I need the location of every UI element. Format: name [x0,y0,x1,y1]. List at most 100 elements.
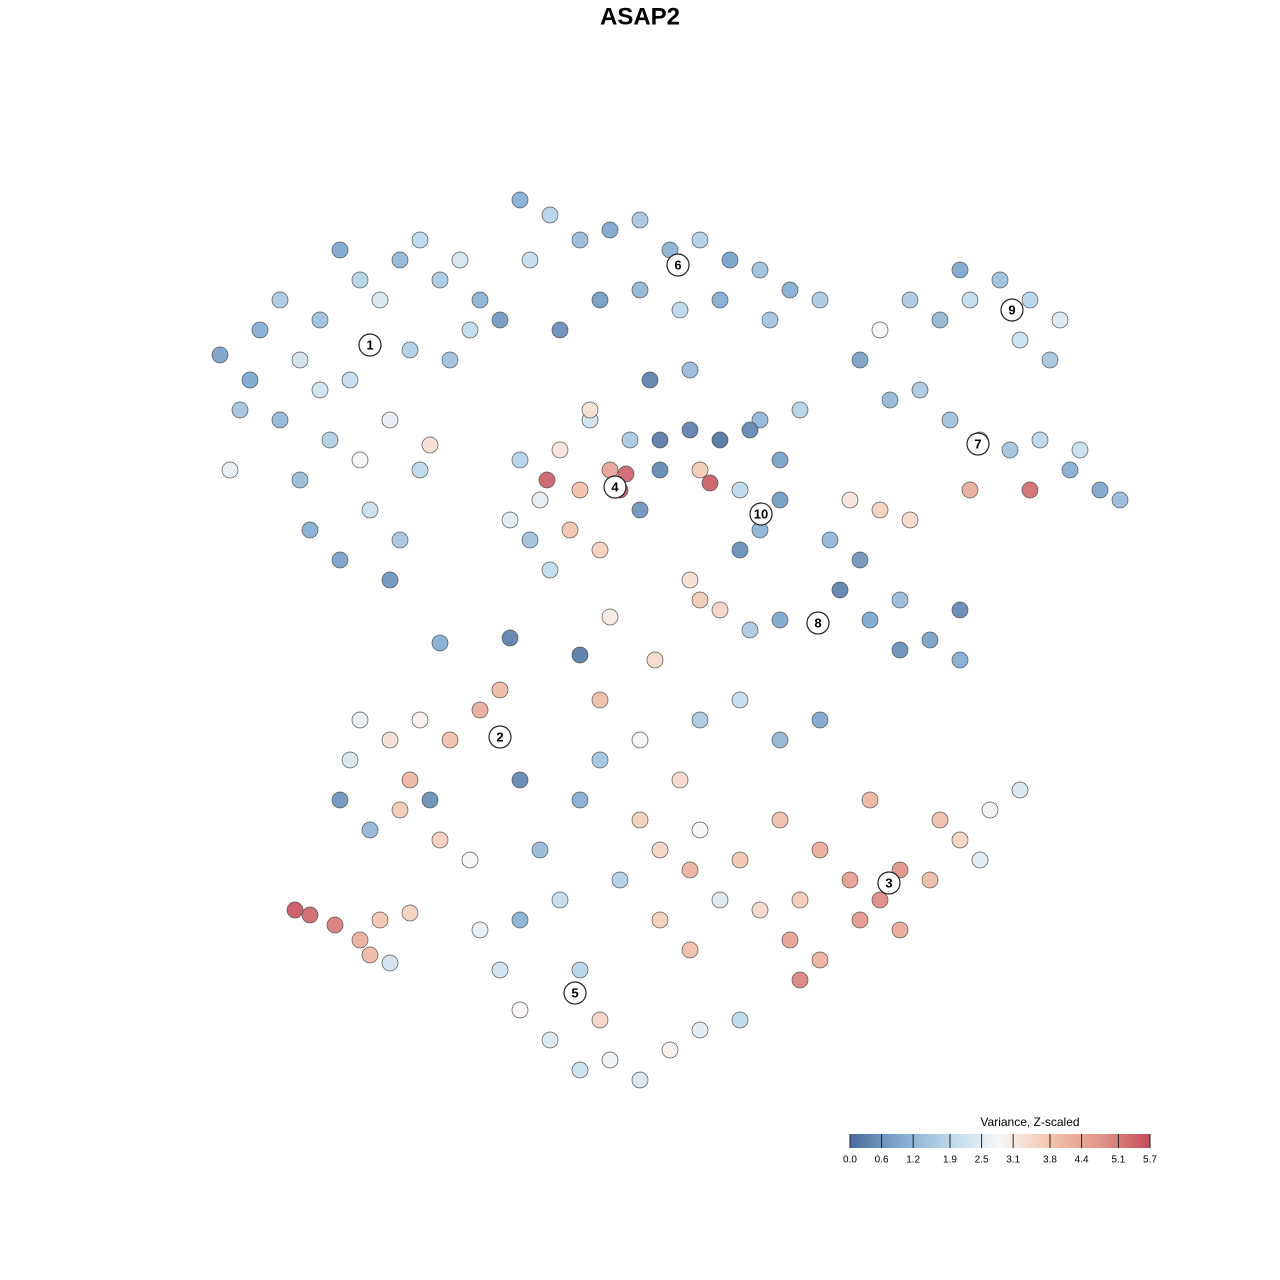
point [851,911,869,929]
point [381,954,399,972]
colorbar-tick-label: 5.7 [1143,1155,1157,1166]
point [951,601,969,619]
point [291,471,309,489]
point [621,431,639,449]
point [361,946,379,964]
point [341,371,359,389]
point [1041,351,1059,369]
point [921,871,939,889]
colorbar-tick-label: 0.6 [875,1155,889,1166]
point [601,221,619,239]
point [651,841,669,859]
point [971,851,989,869]
point [1031,431,1049,449]
point [1021,481,1039,499]
point [551,321,569,339]
point [381,571,399,589]
colorbar-tick-label: 3.8 [1043,1155,1057,1166]
point [601,608,619,626]
colorbar-tick-label: 2.5 [975,1155,989,1166]
point [781,281,799,299]
point [231,401,249,419]
point [991,271,1009,289]
point [431,634,449,652]
point [301,521,319,539]
point [441,351,459,369]
point [831,581,849,599]
point [551,441,569,459]
point [321,431,339,449]
chart-title: ASAP2 [600,3,680,30]
point [571,646,589,664]
point [351,271,369,289]
point [731,541,749,559]
point [241,371,259,389]
point [791,401,809,419]
point [311,311,329,329]
point [631,281,649,299]
point [571,961,589,979]
point [921,631,939,649]
point [781,931,799,949]
point [741,621,759,639]
point [511,191,529,209]
colorbar-tick-label: 1.9 [943,1155,957,1166]
point [861,611,879,629]
point [326,916,344,934]
point [811,841,829,859]
point [401,341,419,359]
point [691,591,709,609]
point [361,821,379,839]
point [651,911,669,929]
point [671,771,689,789]
point [711,601,729,619]
point [541,1031,559,1049]
point [771,611,789,629]
point [471,701,489,719]
cluster-label: 8 [814,615,821,630]
point [1001,441,1019,459]
point [521,531,539,549]
point [538,471,556,489]
point [1061,461,1079,479]
cluster-label-badge [603,475,627,499]
point [461,321,479,339]
point [271,411,289,429]
cluster-label-badge [806,611,830,635]
point [691,821,709,839]
point [491,961,509,979]
point [511,911,529,929]
point [871,891,889,909]
point [331,791,349,809]
point [941,411,959,429]
point [271,291,289,309]
point [961,481,979,499]
point [601,1051,619,1069]
point [931,811,949,829]
point [771,731,789,749]
point [351,711,369,729]
point [631,731,649,749]
point [491,311,509,329]
point [1021,291,1039,309]
point [711,291,729,309]
point [1051,311,1069,329]
point [1011,781,1029,799]
point [891,921,909,939]
cluster-label: 9 [1008,302,1015,317]
point [861,791,879,809]
point [551,891,569,909]
point [891,641,909,659]
point [291,351,309,369]
point [671,301,689,319]
cluster-label: 5 [571,985,578,1000]
point [951,831,969,849]
cluster-label-badge [488,725,512,749]
point [371,911,389,929]
point [641,371,659,389]
point [961,291,979,309]
point [411,461,429,479]
point [871,321,889,339]
point [811,711,829,729]
cluster-label: 3 [885,875,892,890]
